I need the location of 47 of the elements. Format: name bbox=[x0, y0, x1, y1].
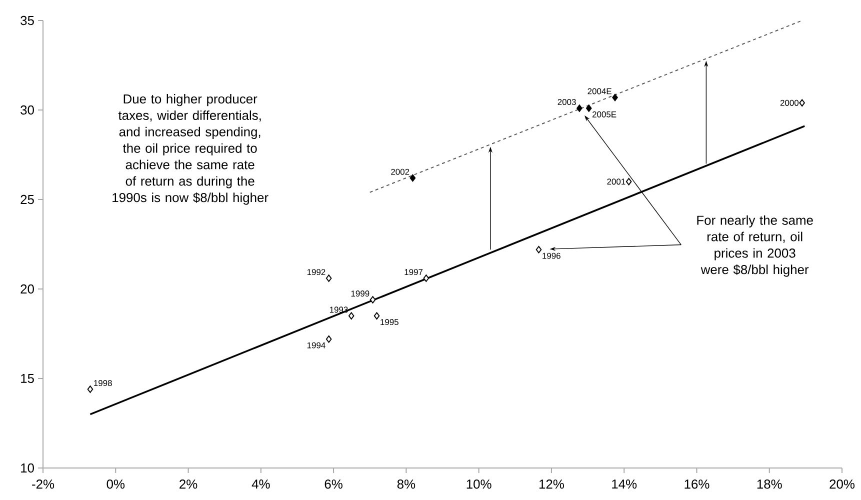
annotation: 2000 bbox=[780, 100, 799, 106]
point bbox=[576, 104, 582, 112]
x-tick-label: 8% bbox=[397, 480, 416, 489]
annotation: Due to higher producer taxes, wider differentials, and increased spending, the oil price required to achieve the same rate of return as during the 1990s is now $8/bbl higher bbox=[112, 94, 268, 205]
x-tick-label: 12% bbox=[539, 480, 564, 489]
annotation: 1992 bbox=[307, 269, 326, 276]
point bbox=[536, 246, 542, 254]
point bbox=[799, 99, 805, 107]
annotation: 2005E bbox=[592, 111, 616, 118]
point bbox=[410, 174, 416, 182]
y-tick-label: 35 bbox=[20, 16, 34, 26]
x-tick-label: 10% bbox=[466, 480, 492, 489]
x-tick-label: 14% bbox=[612, 480, 637, 489]
x-tick-label: 6% bbox=[324, 480, 342, 489]
y-tick-label: 20 bbox=[20, 284, 34, 294]
annotation: 2001 bbox=[607, 178, 626, 185]
point bbox=[348, 312, 354, 320]
annotation: 2002 bbox=[391, 168, 410, 175]
point bbox=[326, 335, 332, 343]
point bbox=[374, 312, 380, 320]
point bbox=[586, 104, 592, 112]
annotation: 1994 bbox=[307, 342, 326, 348]
y-tick-label: 30 bbox=[20, 105, 34, 115]
annotation: 2003 bbox=[558, 99, 576, 105]
annotation: For nearly the same rate of return, oil prices in 2003 were $8/bbl higher bbox=[697, 215, 813, 277]
x-tick-label: -2% bbox=[32, 480, 54, 489]
point bbox=[87, 386, 94, 393]
annotation: 2004E bbox=[588, 88, 612, 94]
annotation: 1995 bbox=[380, 319, 398, 326]
annotation: 1999 bbox=[351, 290, 370, 297]
point bbox=[326, 274, 332, 282]
x-tick-label: 18% bbox=[757, 480, 782, 489]
y-tick-label: 25 bbox=[20, 194, 34, 204]
point bbox=[612, 94, 618, 102]
x-tick-label: 4% bbox=[252, 480, 270, 489]
point bbox=[626, 178, 632, 186]
annotation: 1998 bbox=[94, 380, 112, 386]
y-tick-label: 10 bbox=[21, 463, 34, 473]
point bbox=[370, 296, 376, 304]
x-tick-label: 20% bbox=[830, 480, 855, 489]
x-tick-label: 2% bbox=[180, 480, 198, 489]
y-tick-label: 15 bbox=[21, 374, 34, 384]
annotation: 1997 bbox=[404, 269, 423, 276]
annotation: 1996 bbox=[542, 252, 560, 259]
x-tick-label: 16% bbox=[684, 480, 710, 489]
x-tick-label: 0% bbox=[106, 480, 125, 489]
point bbox=[423, 274, 430, 282]
